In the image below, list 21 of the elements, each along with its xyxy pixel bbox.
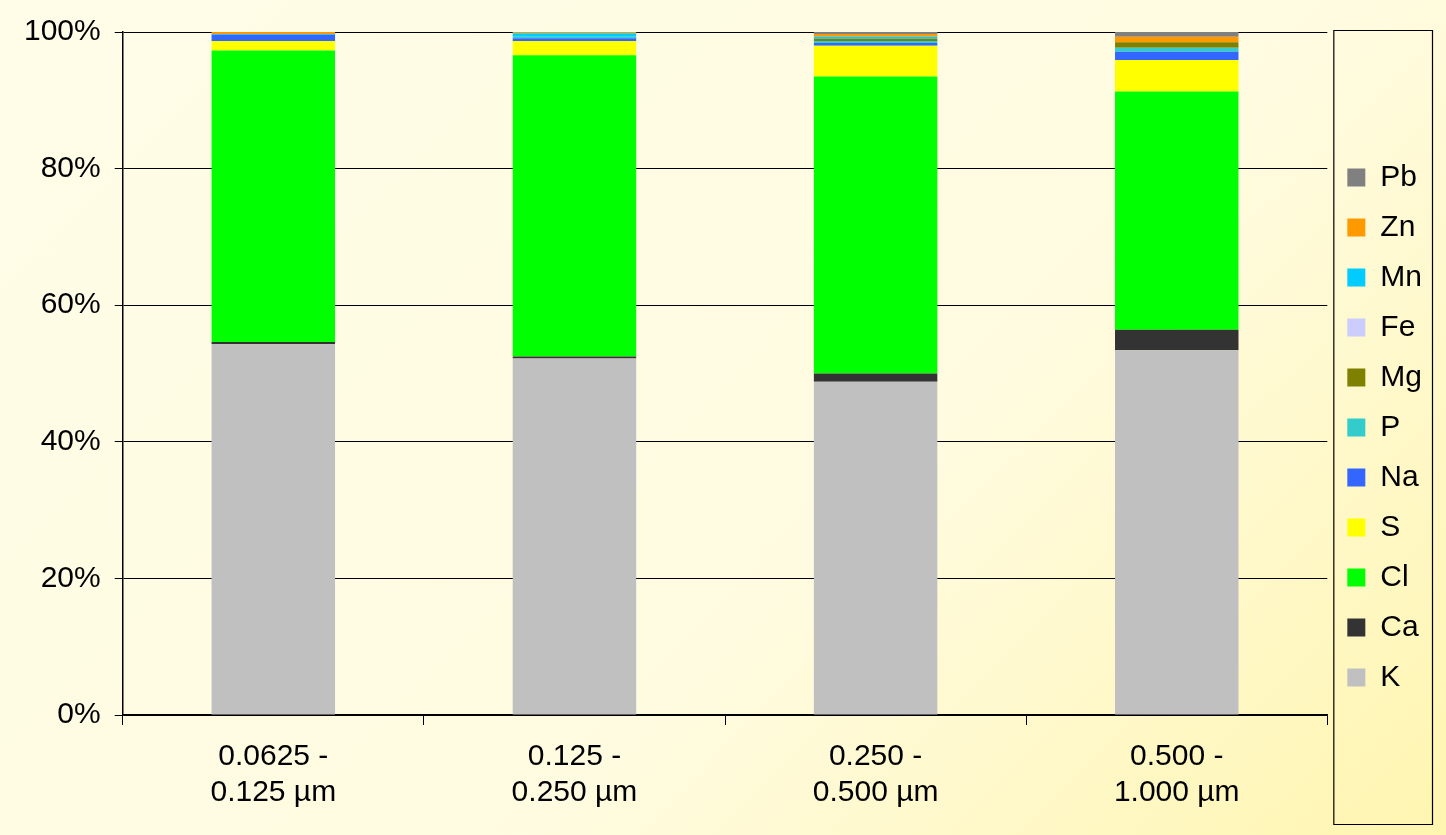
x-tick-label: 0.125 - 0.250 µm [511, 738, 638, 808]
y-tick-label: 20% [40, 559, 101, 593]
legend-label: P [1380, 408, 1401, 442]
x-tick-label: 0.500 - 1.000 µm [1113, 738, 1240, 808]
legend-label: K [1380, 658, 1401, 692]
x-tick-label: 0.250 - 0.500 µm [812, 738, 939, 808]
y-tick-label: 80% [40, 149, 101, 183]
legend-label: Mn [1380, 258, 1423, 292]
x-tick-label: 0.0625 - 0.125 µm [210, 738, 337, 808]
y-tick-label: 0% [57, 696, 101, 730]
legend-label: Fe [1380, 308, 1416, 342]
legend-label: Zn [1380, 208, 1416, 242]
y-tick-label: 40% [40, 423, 101, 457]
legend-label: Na [1380, 458, 1419, 492]
legend-label: Ca [1380, 608, 1419, 642]
y-tick-label: 60% [40, 286, 101, 320]
legend-label: S [1380, 508, 1401, 542]
legend-label: Cl [1380, 558, 1409, 592]
y-tick-label: 100% [23, 13, 101, 47]
legend-label: Mg [1380, 358, 1423, 392]
legend-label: Pb [1380, 158, 1418, 192]
